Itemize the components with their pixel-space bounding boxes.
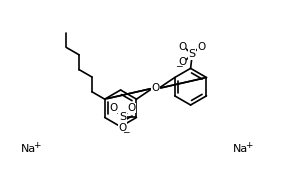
Text: Na: Na bbox=[233, 144, 248, 154]
Text: O: O bbox=[178, 42, 186, 52]
Text: +: + bbox=[245, 141, 252, 150]
Text: O: O bbox=[127, 103, 135, 113]
Text: O: O bbox=[152, 83, 160, 93]
Text: O: O bbox=[152, 83, 160, 93]
Text: O: O bbox=[118, 123, 127, 133]
Text: O: O bbox=[197, 42, 206, 52]
Text: −: − bbox=[175, 61, 182, 70]
Text: Na: Na bbox=[21, 144, 36, 154]
Text: O: O bbox=[178, 57, 186, 67]
Text: S: S bbox=[119, 112, 126, 123]
Text: −: − bbox=[122, 127, 129, 136]
Text: S: S bbox=[188, 49, 195, 59]
Text: O: O bbox=[109, 103, 118, 113]
Text: +: + bbox=[33, 141, 41, 150]
